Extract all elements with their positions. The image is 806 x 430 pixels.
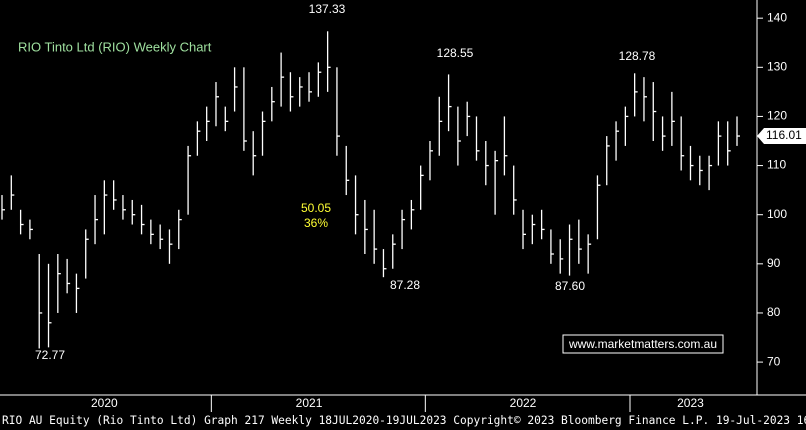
y-tick-label: 70: [767, 354, 781, 368]
x-tick-label: 2021: [296, 396, 323, 410]
annotation: 87.28: [390, 278, 420, 292]
annotation: 128.78: [619, 49, 656, 63]
last-price-tag: [757, 128, 806, 145]
x-tick-label: 2022: [510, 396, 537, 410]
watermark-box: [562, 334, 724, 354]
annotation: 72.77: [35, 348, 65, 362]
annotation: 87.60: [555, 279, 585, 293]
y-tick-label: 110: [767, 158, 786, 172]
annotation: 128.55: [437, 46, 474, 60]
annotation: 50.05: [301, 201, 331, 215]
y-tick-label: 130: [767, 59, 787, 73]
y-tick-label: 80: [767, 305, 781, 319]
y-tick-label: 140: [767, 10, 787, 24]
annotation: 137.33: [309, 2, 346, 16]
chart-title: RIO Tinto Ltd (RIO) Weekly Chart: [18, 39, 212, 54]
footer: RIO AU Equity (Rio Tinto Ltd) Graph 217 …: [2, 414, 806, 427]
y-tick-label: 120: [767, 109, 787, 123]
y-tick-label: 100: [767, 207, 787, 221]
annotation: 36%: [304, 216, 328, 230]
last-price-label: 116.01: [766, 128, 802, 142]
y-tick-label: 90: [767, 256, 781, 270]
x-tick-label: 2020: [91, 396, 118, 410]
watermark: www.marketmatters.com.au: [568, 337, 717, 351]
x-tick-label: 2023: [677, 396, 704, 410]
